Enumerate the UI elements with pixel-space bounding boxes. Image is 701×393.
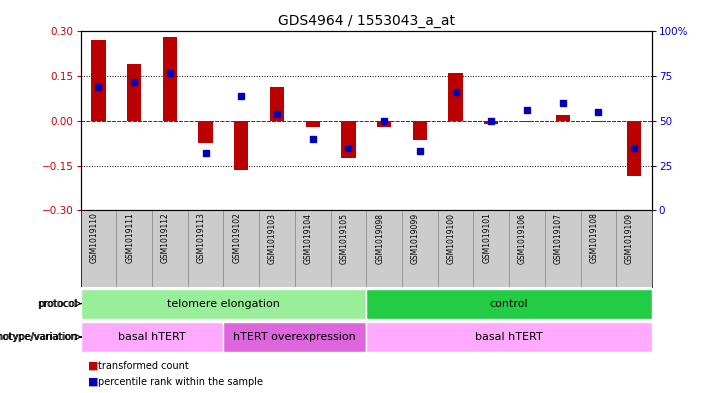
Text: GSM1019111: GSM1019111 (125, 213, 134, 263)
Text: basal hTERT: basal hTERT (118, 332, 186, 342)
Text: genotype/variation: genotype/variation (0, 332, 78, 342)
Text: telomere elongation: telomere elongation (167, 299, 280, 309)
Text: GSM1019113: GSM1019113 (196, 213, 205, 263)
Bar (234, 121, 248, 170)
Text: percentile rank within the sample: percentile rank within the sample (98, 377, 263, 387)
Bar (81, 288, 366, 319)
Bar (484, 121, 498, 124)
Bar (366, 288, 652, 319)
Bar (377, 121, 391, 127)
Text: control: control (490, 299, 529, 309)
Bar (198, 121, 212, 143)
Text: GSM1019106: GSM1019106 (518, 213, 527, 264)
Text: GSM1019105: GSM1019105 (339, 213, 348, 264)
Text: ■: ■ (88, 377, 98, 387)
Bar (591, 121, 606, 122)
Bar (520, 121, 534, 122)
Text: GSM1019108: GSM1019108 (590, 213, 599, 263)
Bar (81, 322, 224, 352)
Text: transformed count: transformed count (98, 361, 189, 371)
Bar (306, 121, 320, 127)
Title: GDS4964 / 1553043_a_at: GDS4964 / 1553043_a_at (278, 14, 455, 28)
Bar (163, 37, 177, 121)
Bar (449, 73, 463, 121)
Text: GSM1019103: GSM1019103 (268, 213, 277, 264)
Bar (627, 121, 641, 176)
Text: GSM1019110: GSM1019110 (90, 213, 98, 263)
Text: GSM1019107: GSM1019107 (554, 213, 563, 264)
Text: GSM1019109: GSM1019109 (625, 213, 634, 264)
Text: protocol: protocol (38, 299, 78, 309)
Bar (224, 322, 366, 352)
Text: GSM1019100: GSM1019100 (447, 213, 456, 264)
Text: genotype/variation: genotype/variation (0, 332, 77, 342)
Text: GSM1019104: GSM1019104 (304, 213, 313, 264)
Text: GSM1019101: GSM1019101 (482, 213, 491, 263)
Text: GSM1019112: GSM1019112 (161, 213, 170, 263)
Bar (270, 86, 284, 121)
Bar (91, 40, 106, 121)
Bar (127, 64, 142, 121)
Text: GSM1019098: GSM1019098 (375, 213, 384, 264)
Text: ■: ■ (88, 361, 98, 371)
Text: GSM1019099: GSM1019099 (411, 213, 420, 264)
Bar (555, 115, 570, 121)
Bar (341, 121, 355, 158)
Text: GSM1019102: GSM1019102 (232, 213, 241, 263)
Text: protocol: protocol (37, 299, 77, 309)
Bar (366, 322, 652, 352)
Text: hTERT overexpression: hTERT overexpression (233, 332, 356, 342)
Text: basal hTERT: basal hTERT (475, 332, 543, 342)
Bar (413, 121, 427, 140)
